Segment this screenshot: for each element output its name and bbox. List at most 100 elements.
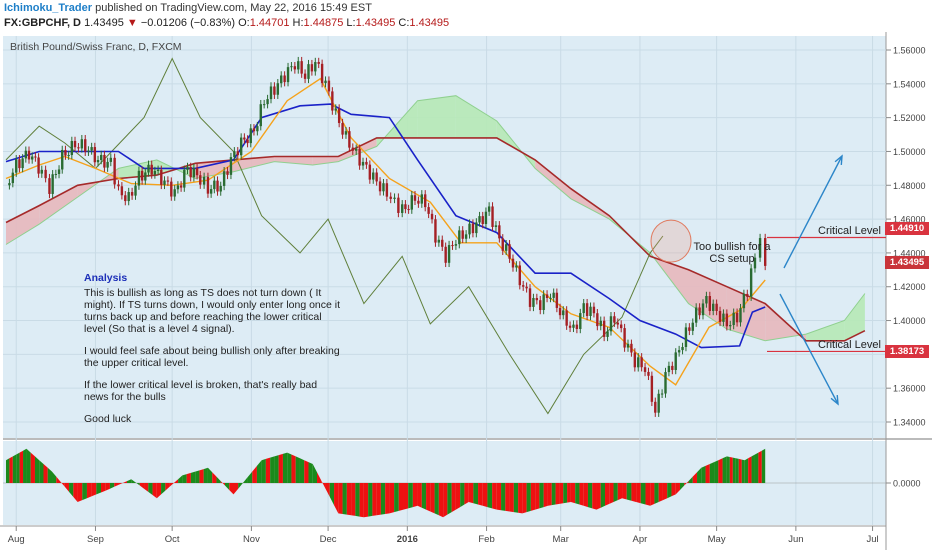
high-label: H: <box>292 17 304 29</box>
oscillator-segment <box>408 483 413 509</box>
candle-body <box>300 61 303 74</box>
candle-body <box>368 164 372 180</box>
candle-body <box>266 99 269 105</box>
oscillator-segment <box>186 472 191 483</box>
candle-body <box>286 67 290 83</box>
oscillator-segment <box>658 483 663 502</box>
candle-body <box>67 155 70 157</box>
oscillator-segment <box>697 467 702 483</box>
oscillator-segment <box>738 458 742 483</box>
candle-body <box>113 157 116 185</box>
candle-body <box>487 206 491 212</box>
oscillator-segment <box>114 483 119 487</box>
candle-body <box>698 307 701 316</box>
candle-body <box>120 186 124 196</box>
candle-body <box>11 172 15 184</box>
oscillator-segment <box>547 483 552 506</box>
candle-body <box>293 66 297 70</box>
oscillator-segment <box>34 456 40 483</box>
candle-body <box>430 213 434 220</box>
candle-body <box>582 303 585 314</box>
candle-body <box>407 209 410 211</box>
candle-body <box>393 197 396 199</box>
candle-body <box>96 160 100 163</box>
candle-body <box>51 174 54 194</box>
senkou-span-b-line <box>5 137 866 342</box>
candle-body <box>451 245 454 247</box>
oscillator-segment <box>709 462 715 483</box>
candle-body <box>555 292 559 308</box>
oscillator-segment <box>526 483 531 513</box>
candle-body <box>464 234 468 239</box>
candle-body <box>239 137 243 156</box>
x-tick-label: Feb <box>478 534 494 545</box>
candle-body <box>585 303 589 317</box>
candle-body <box>137 170 141 186</box>
y-tick-label: 1.40000 <box>893 316 926 326</box>
oscillator-segment <box>338 483 343 515</box>
oscillator-segment <box>421 483 427 510</box>
candle-body <box>498 225 501 239</box>
oscillator-segment <box>726 456 730 483</box>
annotation-shapes <box>650 154 843 406</box>
y-tick-label: 1.48000 <box>893 181 926 191</box>
candle-body <box>410 195 413 210</box>
candle-body <box>504 244 508 251</box>
oscillator-segment <box>329 483 335 506</box>
oscillator-segment <box>82 483 87 501</box>
oscillator-segment <box>342 483 347 515</box>
candle-body <box>746 293 749 297</box>
oscillator-segment <box>579 483 584 506</box>
candle-body <box>361 161 365 166</box>
candle-body <box>70 140 74 156</box>
candle-body <box>170 181 173 197</box>
oscillator-segment <box>242 477 248 483</box>
candle-body <box>365 161 368 165</box>
oscillator-segment <box>492 483 497 510</box>
oscillator-segment <box>126 479 132 483</box>
candle-body <box>385 183 389 197</box>
oscillator-segment <box>60 481 65 487</box>
oscillator-segment <box>692 472 698 483</box>
oscillator-segment <box>96 483 102 495</box>
oscillator-segment <box>662 483 668 501</box>
analysis-title: Analysis <box>84 272 128 284</box>
cloud-segment <box>233 156 275 172</box>
oscillator-segment <box>161 483 166 495</box>
oscillator-segment <box>487 483 493 509</box>
candle-body <box>413 195 417 201</box>
price-axis[interactable]: 1.56000 1.54000 1.52000 1.50000 1.48000 1.460… <box>886 46 926 489</box>
cloud-segment <box>338 137 377 162</box>
cloud-segment <box>6 205 40 245</box>
candle-body <box>494 225 498 227</box>
candle-body <box>626 343 630 348</box>
oscillator-segment <box>583 483 588 508</box>
oscillator-segment <box>613 483 618 502</box>
candle-body <box>314 62 317 72</box>
candle-body <box>532 297 535 307</box>
time-axis[interactable]: Aug Sep Oct Nov Dec 2016 Feb Mar Apr May Jun Jul <box>8 526 879 545</box>
x-tick-label: Mar <box>553 534 569 545</box>
candle-body <box>722 313 725 322</box>
candle-body <box>15 159 18 173</box>
cloud-segment <box>417 95 456 138</box>
candle-body <box>763 238 767 266</box>
author-link[interactable]: Ichimoku_Trader <box>4 2 93 14</box>
oscillator-segment <box>101 483 106 493</box>
candle-body <box>160 169 163 185</box>
oscillator-segment <box>156 483 162 499</box>
candle-body <box>106 161 109 168</box>
candle-body <box>458 230 461 245</box>
candle-body <box>303 73 307 79</box>
candle-body <box>100 154 103 161</box>
oscillator-segment <box>587 483 593 509</box>
oscillator-segment <box>355 483 360 517</box>
oscillator-segment <box>282 452 288 483</box>
oscillator-segment <box>478 483 483 506</box>
candle-body <box>233 151 236 158</box>
candle-body <box>397 197 400 213</box>
chart-canvas[interactable]: 1.56000 1.54000 1.52000 1.50000 1.48000 1.460… <box>0 32 932 550</box>
candle-body <box>195 168 199 176</box>
oscillator-segment <box>346 483 352 516</box>
oscillator-segment <box>233 483 239 495</box>
